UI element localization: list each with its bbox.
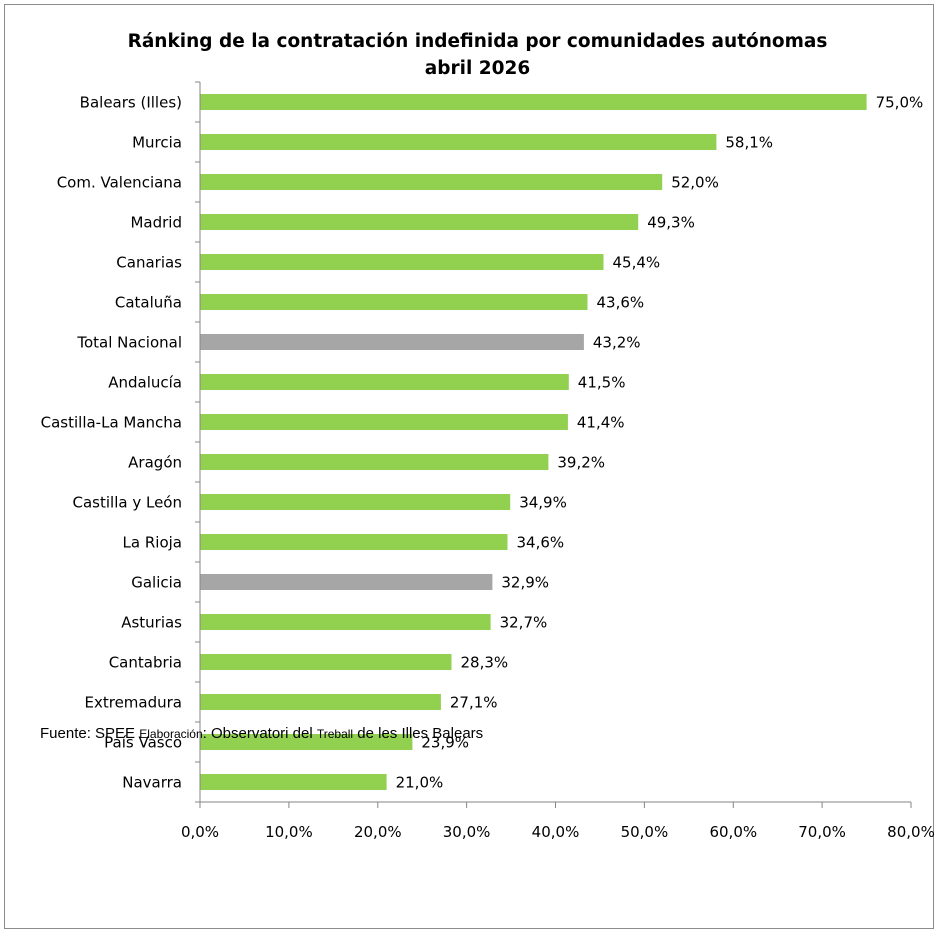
category-label: Balears (Illes) <box>80 94 182 112</box>
bar <box>200 774 387 790</box>
bar <box>200 174 663 190</box>
value-label: 43,6% <box>597 294 645 312</box>
x-tick-label: 70,0% <box>798 823 846 841</box>
value-label: 34,6% <box>517 534 565 552</box>
bar <box>200 574 493 590</box>
bar <box>200 214 639 230</box>
value-label: 58,1% <box>725 134 773 152</box>
value-label: 21,0% <box>396 774 444 792</box>
category-label: Madrid <box>130 214 182 232</box>
category-label: Castilla-La Mancha <box>41 414 182 432</box>
source-fuente-label: Fuente <box>40 725 87 742</box>
bar <box>200 734 413 750</box>
x-tick-label: 80,0% <box>887 823 935 841</box>
bar <box>200 454 549 470</box>
value-label: 45,4% <box>613 254 661 272</box>
bar <box>200 294 588 310</box>
category-label: Cantabria <box>109 654 182 672</box>
bar <box>200 494 511 510</box>
value-label: 43,2% <box>593 334 641 352</box>
bar <box>200 414 568 430</box>
category-label: Total Nacional <box>76 334 182 352</box>
value-label: 23,9% <box>421 734 469 752</box>
bar <box>200 654 452 670</box>
category-label: País Vasco <box>104 734 182 752</box>
source-fuente-value: SPEE <box>95 725 136 742</box>
value-label: 49,3% <box>647 214 695 232</box>
category-label: Andalucía <box>108 374 182 392</box>
source-elab-part2: Treball <box>316 727 354 741</box>
x-tick-label: 20,0% <box>354 823 402 841</box>
value-label: 32,9% <box>501 574 549 592</box>
bar <box>200 94 867 110</box>
bar <box>200 374 569 390</box>
category-label: Canarias <box>116 254 182 272</box>
source-note: Fuente: SPEE Elaboración: Observatori de… <box>40 725 484 742</box>
x-tick-label: 10,0% <box>265 823 313 841</box>
category-label: La Rioja <box>123 534 182 552</box>
x-tick-label: 40,0% <box>532 823 580 841</box>
bar <box>200 534 508 550</box>
category-label: Asturias <box>121 614 182 632</box>
category-label: Extremadura <box>85 694 183 712</box>
source-elab-part1: Observatori del <box>210 725 313 742</box>
value-label: 41,4% <box>577 414 625 432</box>
bar <box>200 334 584 350</box>
x-tick-label: 30,0% <box>443 823 491 841</box>
category-label: Castilla y León <box>73 494 182 512</box>
chart-title: Ránking de la contratación indefinida po… <box>127 31 828 52</box>
x-tick-label: 50,0% <box>621 823 669 841</box>
value-label: 41,5% <box>578 374 626 392</box>
bar <box>200 614 491 630</box>
chart-subtitle: abril 2026 <box>424 58 531 79</box>
value-label: 75,0% <box>876 94 924 112</box>
value-label: 27,1% <box>450 694 498 712</box>
x-tick-label: 60,0% <box>709 823 757 841</box>
bar <box>200 134 717 150</box>
value-label: 34,9% <box>519 494 567 512</box>
value-label: 39,2% <box>557 454 605 472</box>
value-label: 28,3% <box>461 654 509 672</box>
category-label: Navarra <box>122 774 182 792</box>
category-label: Aragón <box>128 454 182 472</box>
x-tick-label: 0,0% <box>181 823 219 841</box>
value-label: 32,7% <box>500 614 548 632</box>
source-elab-label: Elaboración <box>139 727 203 741</box>
category-label: Cataluña <box>115 294 182 312</box>
category-label: Com. Valenciana <box>57 174 182 192</box>
bar <box>200 694 441 710</box>
category-label: Murcia <box>132 134 182 152</box>
source-elab-part3: de les Illes Balears <box>357 725 484 742</box>
value-label: 52,0% <box>671 174 719 192</box>
category-label: Galicia <box>131 574 182 592</box>
chart-title-block: Ránking de la contratación indefinida po… <box>0 28 940 82</box>
bar <box>200 254 604 270</box>
